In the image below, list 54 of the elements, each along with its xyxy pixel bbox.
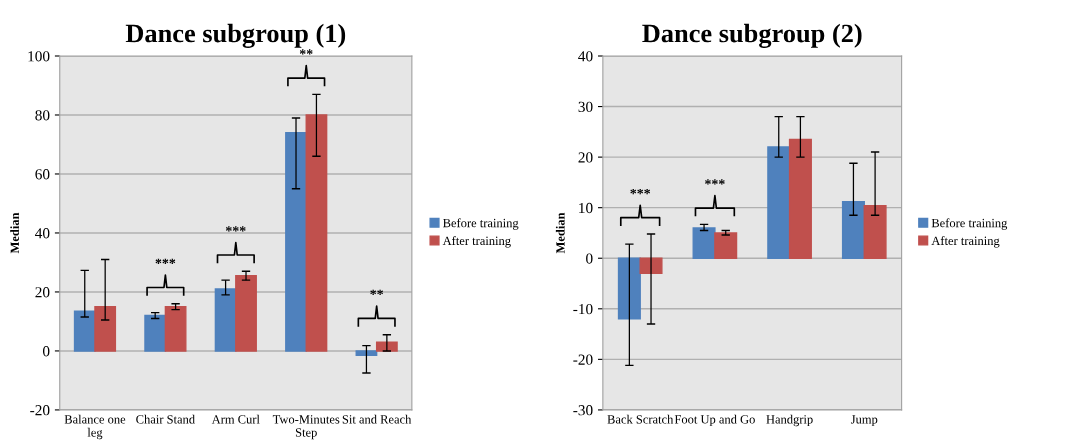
x-tick-label: Two-Minutes Step [272, 415, 340, 440]
bar [94, 305, 117, 352]
y-tick-label: -20 [573, 354, 593, 365]
annotation: ** [370, 289, 384, 295]
y-tick-label: 40 [578, 51, 593, 62]
annotation: *** [630, 188, 651, 195]
y-tick-label: 40 [35, 228, 50, 239]
y-tick-label: 60 [35, 169, 50, 180]
x-tick-label: Jump [850, 415, 878, 427]
annotation: *** [705, 179, 725, 185]
y-tick-label: -10 [573, 303, 593, 315]
y-tick-label: 0 [42, 346, 50, 357]
bar [214, 288, 237, 352]
bar [767, 146, 791, 259]
legend-label: Before training [443, 218, 519, 230]
legend-label: After training [931, 236, 1000, 248]
chart-title: Dance subgroup (1) [125, 23, 346, 48]
legend-label: After training [442, 236, 511, 248]
y-tick-label: -20 [30, 405, 50, 416]
x-tick-label: Balance one leg [64, 414, 126, 440]
annotation: *** [155, 258, 176, 264]
y-tick-label: 0 [586, 253, 593, 264]
bar [714, 232, 738, 259]
y-tick-label: 30 [578, 101, 593, 113]
y-axis-title: Median [10, 212, 20, 254]
chart-title: Dance subgroup (2) [642, 23, 862, 48]
bar [355, 350, 378, 357]
bar [73, 310, 96, 352]
text: ** [299, 49, 313, 55]
bar [863, 204, 887, 259]
y-tick-label: 20 [578, 152, 593, 163]
annotation: *** [225, 226, 246, 232]
x-tick-label: Arm Curl [211, 414, 260, 424]
bar [144, 314, 167, 352]
bar [235, 275, 257, 352]
bar [841, 200, 865, 259]
y-tick-label: 100 [28, 51, 50, 62]
y-tick-label: 20 [35, 287, 50, 298]
x-tick-label: Chair Stand [136, 414, 195, 424]
bar [617, 257, 641, 320]
x-tick-label: Foot Up and Go [674, 414, 755, 427]
bar [305, 114, 328, 352]
y-tick-label: 10 [579, 202, 593, 214]
bar [164, 305, 187, 352]
bar [692, 227, 716, 259]
x-tick-label: Sit and Reach [342, 414, 412, 424]
y-tick-label: -30 [573, 405, 593, 416]
x-tick-label: Back Scratch [607, 414, 674, 424]
bar [788, 138, 812, 259]
y-axis-title: Median [555, 212, 565, 254]
legend-label: Before training [931, 218, 1008, 230]
bar [285, 131, 307, 352]
x-tick-label: Handgrip [766, 414, 813, 427]
y-tick-label: 80 [35, 110, 50, 121]
